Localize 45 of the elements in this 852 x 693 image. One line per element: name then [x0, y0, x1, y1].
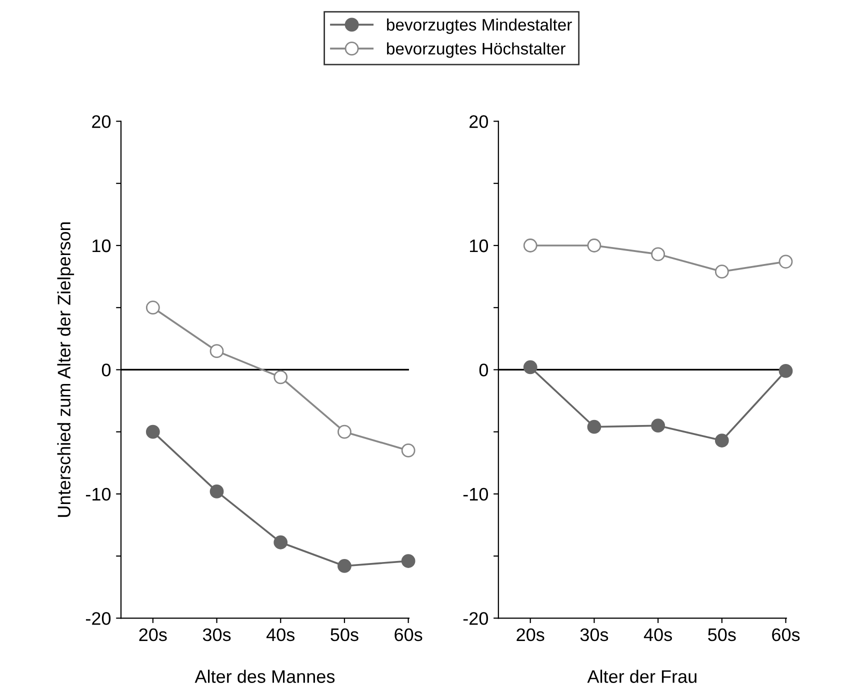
- x-tick-label: 30s: [202, 628, 231, 642]
- y-tick-label: 10: [92, 239, 111, 252]
- point: [651, 247, 665, 262]
- point: [274, 370, 288, 384]
- x-tick-label: 40s: [644, 628, 672, 642]
- x-tick-label: 50s: [330, 628, 358, 642]
- y-tick-label: 20: [470, 115, 488, 128]
- y-tick-label: -20: [463, 612, 488, 625]
- point: [274, 535, 288, 550]
- x-tick-label: 20s: [516, 628, 544, 642]
- point: [401, 554, 416, 568]
- point: [523, 360, 538, 374]
- point: [210, 484, 224, 498]
- point: [778, 254, 793, 269]
- y-tick-label: -10: [463, 488, 488, 501]
- point: [651, 418, 665, 433]
- point: [401, 444, 416, 458]
- point: [587, 238, 602, 252]
- x-tick-label: 60s: [394, 628, 422, 642]
- x-tick-label: 20s: [139, 628, 167, 642]
- point: [523, 238, 538, 252]
- y-axis-title: Unterschied zum Alter der Zielperson: [57, 222, 74, 517]
- x-tick-label: 40s: [266, 628, 295, 642]
- x-tick-label: 50s: [708, 628, 736, 642]
- point: [338, 424, 352, 439]
- point: [146, 424, 160, 439]
- legend-label: bevorzugtes Höchstalter: [387, 42, 566, 58]
- y-tick-label: 0: [479, 364, 488, 376]
- y-tick-label: 10: [470, 239, 488, 252]
- y-tick-label: -10: [86, 488, 111, 501]
- point: [714, 264, 729, 279]
- point: [587, 420, 602, 434]
- point: [338, 559, 352, 573]
- point: [146, 300, 160, 315]
- point: [714, 434, 729, 448]
- legend-label: bevorzugtes Mindestalter: [387, 18, 572, 34]
- x-axis-title: Alter des Mannes: [194, 670, 335, 683]
- x-tick-label: 30s: [580, 628, 608, 642]
- x-tick-label: 60s: [772, 628, 800, 642]
- point: [778, 364, 793, 378]
- x-axis-title: Alter der Frau: [587, 670, 696, 683]
- point: [210, 344, 224, 358]
- y-tick-label: 20: [92, 115, 111, 128]
- y-tick-label: 0: [102, 364, 111, 376]
- y-tick-label: -20: [86, 612, 111, 625]
